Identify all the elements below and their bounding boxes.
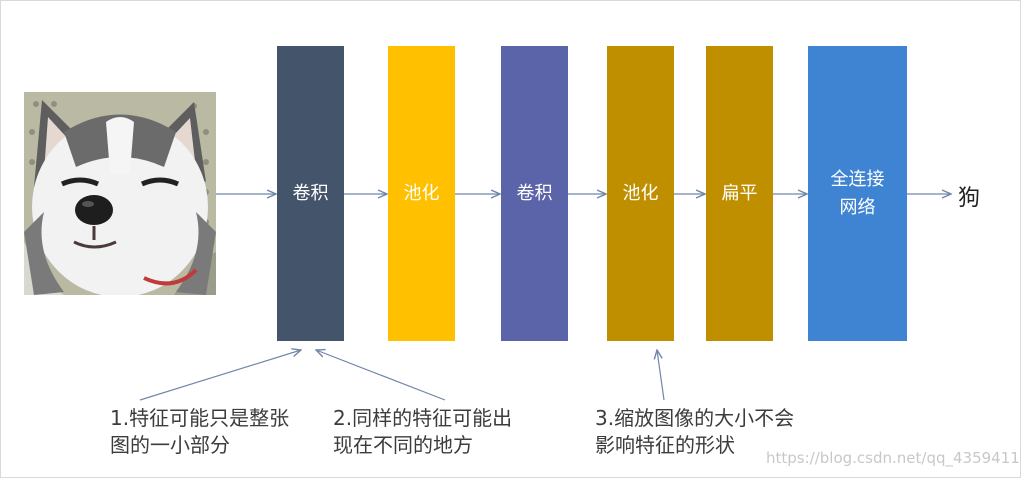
- note-1: 1.特征可能只是整张图的一小部分: [110, 406, 290, 457]
- note-2: 2.同样的特征可能出现在不同的地方: [333, 406, 513, 457]
- flatten-block-label: 扁平: [721, 182, 758, 204]
- conv-block-2-label: 卷积: [516, 182, 553, 204]
- pool-block-2: 池化: [607, 46, 674, 341]
- pool-block-1: 池化: [388, 46, 455, 341]
- arrow-note3: [657, 350, 665, 401]
- fully-connected-block: 全连接网络: [808, 46, 907, 341]
- arrow-note2: [316, 350, 446, 401]
- arrow-note1: [139, 350, 301, 401]
- fully-connected-block-label: 全连接网络: [830, 168, 885, 218]
- pool-block-2-label: 池化: [622, 182, 659, 204]
- output-label: 狗: [958, 186, 981, 211]
- conv-block-2: 卷积: [501, 46, 568, 341]
- flatten-block: 扁平: [706, 46, 773, 341]
- watermark: https://blog.csdn.net/qq_43594119: [766, 449, 1021, 467]
- conv-block-1-label: 卷积: [292, 182, 329, 204]
- pool-block-1-label: 池化: [403, 182, 440, 204]
- husky-photo: [24, 92, 216, 295]
- conv-block-1: 卷积: [277, 46, 344, 341]
- note-3: 3.缩放图像的大小不会影响特征的形状: [595, 406, 795, 457]
